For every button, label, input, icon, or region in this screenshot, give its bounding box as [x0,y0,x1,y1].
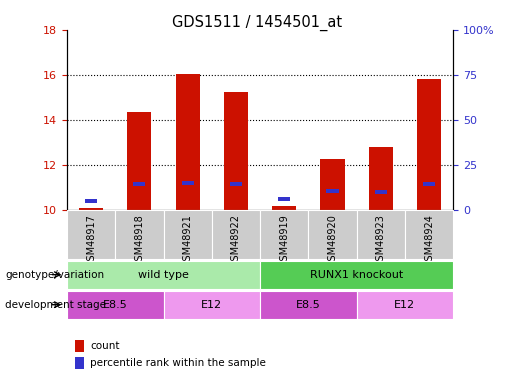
Bar [67,210,115,259]
Text: GSM48917: GSM48917 [86,214,96,267]
Bar [308,210,356,259]
Text: RUNX1 knockout: RUNX1 knockout [310,270,403,280]
Bar [224,92,248,210]
Bar [85,199,97,203]
Bar [79,208,103,210]
Bar [423,182,435,186]
Text: GSM48918: GSM48918 [134,214,144,267]
Text: percentile rank within the sample: percentile rank within the sample [90,358,266,368]
Bar [182,181,194,185]
Text: GSM48921: GSM48921 [183,214,193,267]
Bar [327,189,338,193]
Bar [260,261,453,289]
Text: E12: E12 [394,300,416,310]
Bar [75,340,84,352]
Bar [133,182,145,186]
Bar [272,206,296,210]
Text: GDS1511 / 1454501_at: GDS1511 / 1454501_at [173,15,342,31]
Text: GSM48924: GSM48924 [424,214,434,267]
Bar [369,147,393,210]
Text: count: count [90,341,119,351]
Bar [356,210,405,259]
Bar [278,197,290,201]
Bar [67,261,260,289]
Bar [260,291,356,319]
Bar [230,182,242,186]
Bar [163,291,260,319]
Bar [75,357,84,369]
Bar [405,210,453,259]
Text: GSM48920: GSM48920 [328,214,337,267]
Bar [417,80,441,210]
Text: E8.5: E8.5 [296,300,321,310]
Bar [163,210,212,259]
Bar [212,210,260,259]
Text: E8.5: E8.5 [103,300,128,310]
Bar [67,291,163,319]
Bar [320,159,345,210]
Bar [115,210,163,259]
Text: GSM48923: GSM48923 [376,214,386,267]
Bar [375,190,387,194]
Text: wild type: wild type [138,270,189,280]
Bar [260,210,308,259]
Text: E12: E12 [201,300,222,310]
Text: genotype/variation: genotype/variation [5,270,104,280]
Bar [356,291,453,319]
Text: development stage: development stage [5,300,106,310]
Text: GSM48922: GSM48922 [231,214,241,267]
Bar [176,74,200,210]
Text: GSM48919: GSM48919 [279,214,289,267]
Bar [127,112,151,210]
